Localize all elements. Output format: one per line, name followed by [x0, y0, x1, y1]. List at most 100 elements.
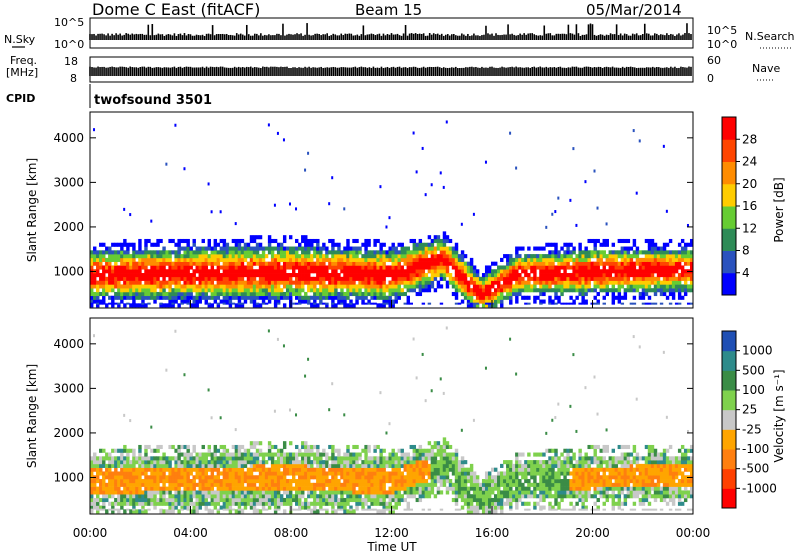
velocity-cell: [241, 494, 244, 498]
power-cell: [539, 273, 542, 277]
power-cell: [443, 258, 446, 262]
power-cell: [476, 303, 479, 305]
velocity-cell: [238, 464, 241, 468]
velocity-cell: [105, 468, 108, 472]
velocity-cell: [319, 494, 322, 498]
power-cell: [642, 265, 645, 269]
power-cell: [669, 239, 672, 243]
power-cell: [425, 277, 428, 281]
velocity-cell: [376, 475, 379, 479]
velocity-cell: [334, 449, 337, 453]
power-cell: [280, 243, 283, 247]
velocity-cell: [226, 449, 229, 453]
velocity-cell: [301, 456, 304, 460]
power-cell: [557, 254, 560, 258]
power-cell: [367, 281, 370, 285]
power-cell: [217, 284, 220, 288]
power-cell: [554, 265, 557, 269]
power-cell: [265, 284, 268, 288]
power-cell: [144, 288, 147, 292]
velocity-cell: [220, 460, 223, 464]
power-cell: [174, 277, 177, 281]
velocity-cell: [343, 490, 346, 494]
power-cell: [328, 262, 331, 266]
velocity-cell: [370, 479, 373, 483]
power-cell: [177, 277, 180, 281]
velocity-cell: [367, 487, 370, 491]
power-cell: [600, 262, 603, 266]
velocity-cell: [253, 494, 256, 498]
freq-left-label-2: [MHz]: [6, 66, 38, 79]
velocity-cell: [159, 490, 162, 494]
power-cell: [277, 277, 280, 281]
power-cell: [268, 262, 271, 266]
velocity-cell: [295, 509, 298, 511]
velocity-cell: [259, 468, 262, 472]
power-cell: [174, 288, 177, 292]
velocity-cell: [162, 453, 165, 457]
velocity-cell: [295, 464, 298, 468]
velocity-cell: [253, 468, 256, 472]
velocity-cell: [226, 490, 229, 494]
power-cell: [159, 265, 162, 269]
power-cell: [612, 281, 615, 285]
power-cell: [479, 284, 482, 288]
velocity-cell: [337, 487, 340, 491]
power-cell: [250, 281, 253, 285]
power-cell: [295, 273, 298, 277]
power-cell: [554, 292, 557, 296]
velocity-cell: [162, 468, 165, 472]
velocity-cell: [214, 479, 217, 483]
power-cell: [422, 281, 425, 285]
power-cell: [506, 281, 509, 285]
power-cell: [111, 284, 114, 288]
power-cell: [569, 265, 572, 269]
velocity-cell: [346, 494, 349, 498]
power-colorbar-tick-label: 12: [742, 221, 757, 235]
velocity-cell: [120, 468, 123, 472]
velocity-cell: [120, 475, 123, 479]
velocity-cell: [238, 490, 241, 494]
power-cell: [551, 250, 554, 254]
velocity-cell: [114, 483, 117, 487]
velocity-cell: [111, 475, 114, 479]
power-cell: [497, 292, 500, 296]
velocity-cell: [183, 468, 186, 472]
velocity-cell: [159, 464, 162, 468]
velocity-cell: [177, 502, 180, 506]
power-cell: [678, 254, 681, 258]
velocity-cell: [319, 471, 322, 475]
velocity-cell: [271, 445, 274, 449]
power-cell: [274, 265, 277, 269]
power-cell: [654, 269, 657, 273]
power-cell: [199, 273, 202, 277]
power-cell: [150, 243, 153, 247]
power-cell: [385, 269, 388, 273]
power-cell: [364, 281, 367, 285]
velocity-cell: [298, 490, 301, 494]
power-cell: [226, 250, 229, 254]
power-cell: [524, 258, 527, 262]
power-cell: [509, 292, 512, 296]
velocity-cell: [247, 479, 250, 483]
power-cell: [322, 277, 325, 281]
power-cell: [256, 243, 259, 247]
velocity-cell: [250, 445, 253, 449]
power-cell: [352, 273, 355, 277]
power-cell: [250, 284, 253, 288]
power-cell: [443, 250, 446, 254]
power-cell: [138, 292, 141, 296]
velocity-cell: [340, 490, 343, 494]
power-cell: [428, 243, 431, 247]
power-cell: [180, 288, 183, 292]
power-cell: [235, 254, 238, 258]
power-cell: [108, 254, 111, 258]
power-cell: [289, 235, 292, 239]
velocity-cell: [202, 471, 205, 475]
velocity-cell: [208, 479, 211, 483]
velocity-cell: [223, 456, 226, 460]
velocity-cell: [108, 468, 111, 472]
power-cell: [684, 281, 687, 285]
power-cell: [642, 250, 645, 254]
power-cell: [542, 281, 545, 285]
